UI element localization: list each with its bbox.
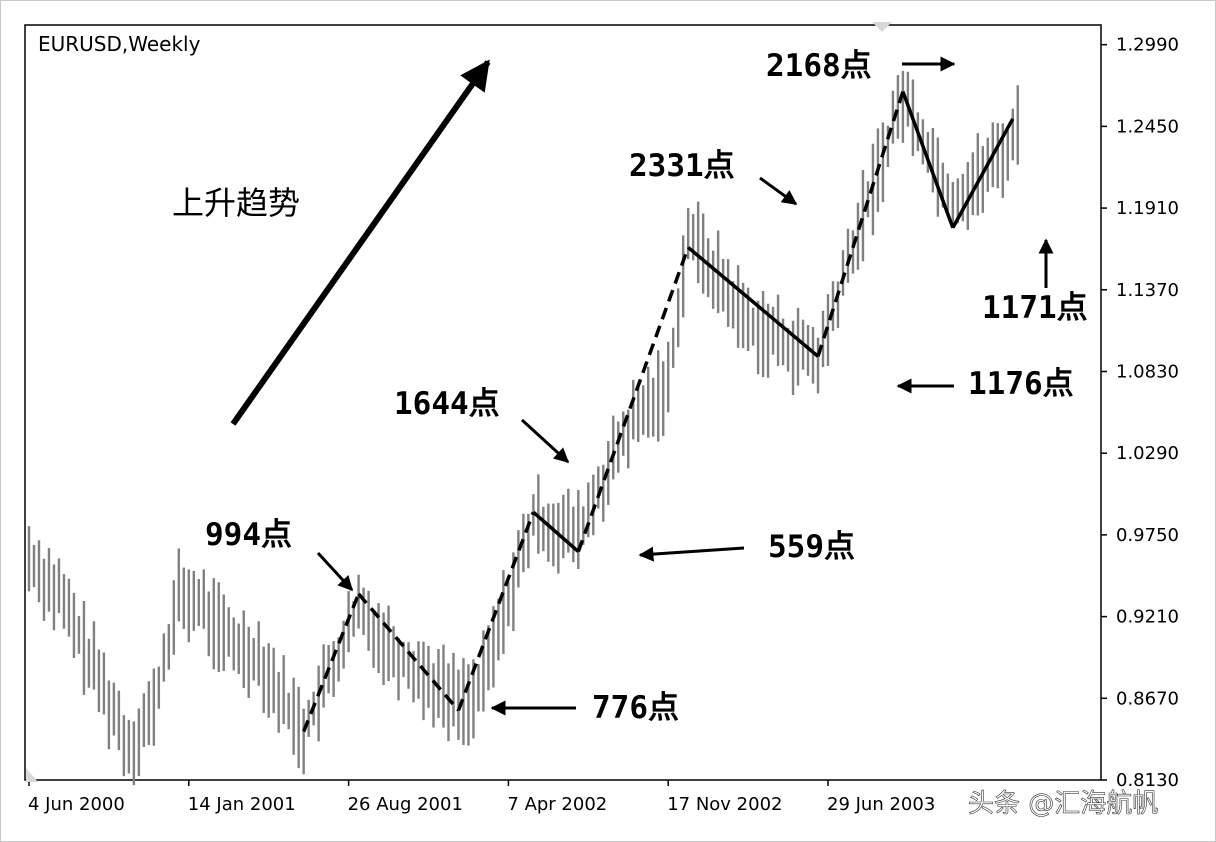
x-tick-label: 14 Jan 2001 [188,794,296,815]
trend-label: 上升趋势 [172,184,300,222]
annotation-2168: 2168点 [766,48,872,84]
pointer-1644 [520,418,570,464]
y-tick-label: 1.0290 [1116,443,1179,464]
y-tick-label: 0.8130 [1116,770,1179,791]
uptrend-arrow [230,59,491,426]
y-tick-label: 0.9210 [1116,607,1179,628]
x-tick-label: 4 Jun 2000 [28,794,125,815]
pointer-994 [316,551,354,592]
swing-line [901,90,955,229]
y-tick-label: 1.1910 [1116,198,1179,219]
corner-marker [26,768,38,782]
y-tick-label: 0.8670 [1116,688,1179,709]
plot-area [24,24,1102,781]
annotation-559: 559点 [768,529,855,565]
annotation-1171: 1171点 [982,290,1088,326]
swing-line [816,91,905,357]
y-tick-label: 1.0830 [1116,361,1179,382]
annotation-2331: 2331点 [629,148,735,184]
swing-line [532,510,580,553]
y-tick-label: 1.2450 [1116,116,1179,137]
pointer-559 [638,546,745,562]
x-tick-label: 17 Nov 2002 [667,794,782,815]
swing-line [302,593,361,733]
pointer-2331 [759,176,798,206]
y-tick-label: 1.2990 [1116,35,1179,56]
corner-marker [872,22,892,32]
y-tick-label: 1.1370 [1116,280,1179,301]
symbol-label: EURUSD,Weekly [38,32,201,56]
x-tick-label: 7 Apr 2002 [507,794,607,815]
swing-line [357,592,460,712]
watermark: 头条 @汇海航帆 [968,789,1158,819]
annotation-1176: 1176点 [968,366,1074,402]
swing-line [576,246,690,553]
x-tick-label: 29 Jun 2003 [827,794,935,815]
annotation-776: 776点 [592,690,679,726]
annotation-994: 994点 [205,517,292,553]
swing-line [687,246,820,358]
x-tick-label: 26 Aug 2001 [348,794,463,815]
swing-line [456,511,536,712]
swing-line [951,117,1015,229]
annotation-1644: 1644点 [394,386,500,422]
y-tick-label: 0.9750 [1116,525,1179,546]
